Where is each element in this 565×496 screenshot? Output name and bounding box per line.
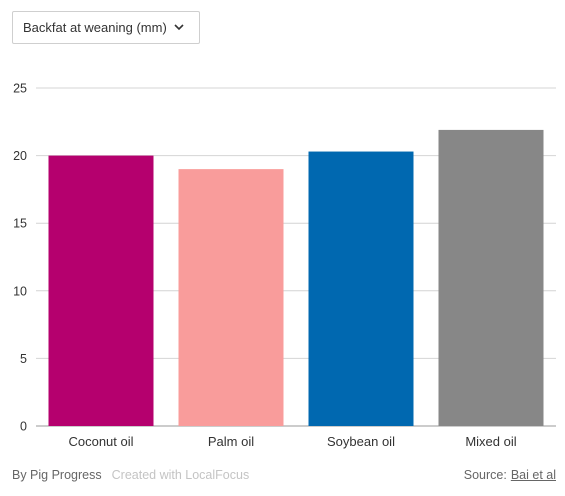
footer-source-link[interactable]: Bai et al	[510, 468, 556, 482]
metric-dropdown-label: Backfat at weaning (mm)	[23, 20, 167, 35]
y-tick-label: 5	[20, 352, 27, 366]
y-tick-label: 10	[13, 284, 27, 298]
bar-mixed-oil[interactable]	[438, 129, 544, 427]
y-tick-label: 15	[13, 217, 27, 231]
bar-palm-oil[interactable]	[178, 169, 284, 426]
bar-coconut-oil[interactable]	[48, 155, 154, 426]
footer-credits: By Pig Progress Created with LocalFocus	[12, 468, 249, 482]
bars	[48, 129, 544, 427]
bar-chart: 0 5 10 15 20 25 Coconut oil Palm oil Soybean oi…	[13, 82, 556, 449]
x-tick-label: Palm oil	[208, 434, 254, 449]
y-tick-label: 0	[20, 420, 27, 434]
bar-soybean-oil[interactable]	[308, 151, 414, 426]
x-tick-label: Coconut oil	[68, 434, 133, 449]
footer-source-label: Source:	[463, 468, 507, 482]
metric-dropdown[interactable]: Backfat at weaning (mm)	[12, 11, 200, 44]
y-axis-ticks: 0 5 10 15 20 25	[13, 82, 27, 434]
x-axis-labels: Coconut oil Palm oil Soybean oil Mixed oil	[68, 434, 516, 449]
chevron-down-icon	[174, 24, 184, 31]
y-tick-label: 25	[13, 82, 27, 96]
x-tick-label: Soybean oil	[327, 434, 395, 449]
y-tick-label: 20	[13, 149, 27, 163]
footer-created-with[interactable]: Created with LocalFocus	[111, 468, 250, 482]
x-tick-label: Mixed oil	[465, 434, 516, 449]
footer-by: By Pig Progress	[12, 468, 102, 482]
footer-source: Source: Bai et al	[464, 468, 556, 482]
